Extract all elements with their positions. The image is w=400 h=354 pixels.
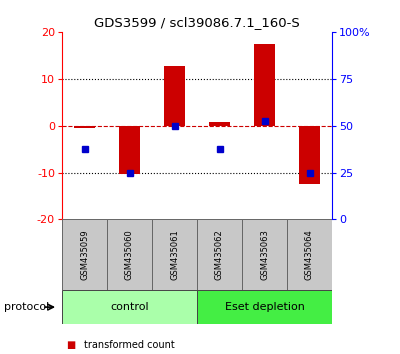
Text: GSM435063: GSM435063 [260, 229, 269, 280]
Text: GSM435060: GSM435060 [125, 229, 134, 280]
Bar [107, 219, 152, 290]
Bar [62, 219, 107, 290]
Bar [209, 122, 230, 126]
Text: protocol: protocol [4, 302, 49, 312]
Text: GSM435061: GSM435061 [170, 229, 179, 280]
Bar [254, 44, 275, 126]
Text: transformed count: transformed count [84, 340, 175, 350]
Title: GDS3599 / scl39086.7.1_160-S: GDS3599 / scl39086.7.1_160-S [94, 16, 300, 29]
Bar [164, 65, 185, 126]
Bar [119, 126, 140, 173]
Text: GSM435064: GSM435064 [305, 229, 314, 280]
Bar [197, 219, 242, 290]
Text: control: control [110, 302, 149, 312]
Bar [242, 219, 287, 290]
Bar [287, 219, 332, 290]
Bar [62, 290, 197, 324]
Text: Eset depletion: Eset depletion [224, 302, 304, 312]
Text: GSM435062: GSM435062 [215, 229, 224, 280]
Text: GSM435059: GSM435059 [80, 229, 89, 280]
Bar [152, 219, 197, 290]
Text: ■: ■ [66, 340, 75, 350]
Bar [299, 126, 320, 184]
Bar [197, 290, 332, 324]
Bar [74, 126, 95, 127]
